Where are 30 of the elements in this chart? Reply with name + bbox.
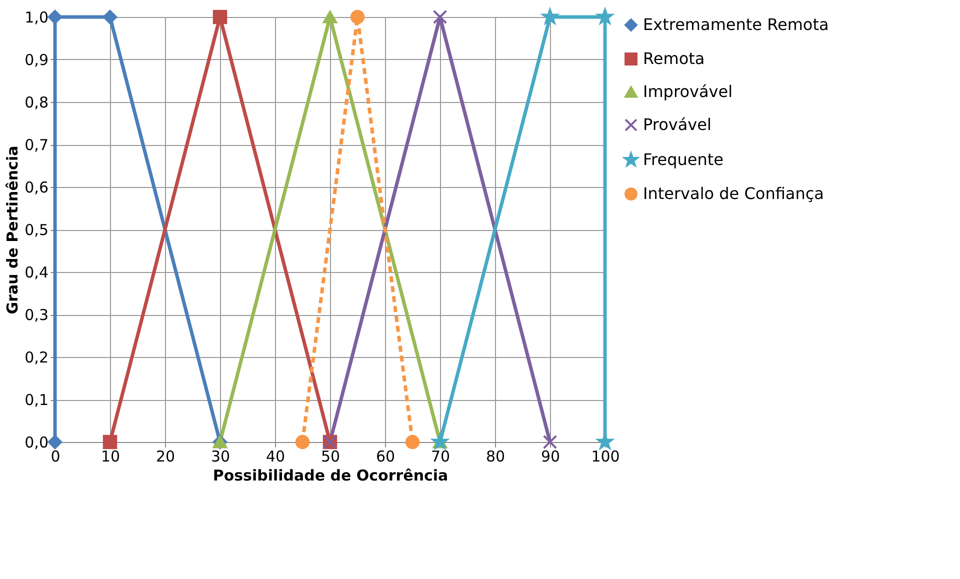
y-axis-title: Grau de Pertinência bbox=[4, 146, 22, 314]
x-tick-label: 30 bbox=[210, 448, 230, 466]
x-tick-label: 80 bbox=[486, 448, 506, 466]
y-tick-label: 0,7 bbox=[24, 136, 48, 154]
x-tick-label: 70 bbox=[430, 448, 450, 466]
x-tick-label: 20 bbox=[156, 448, 176, 466]
legend-label: Intervalo de Confiança bbox=[643, 184, 824, 203]
y-tick-label: 0,2 bbox=[24, 348, 48, 366]
y-tick-label: 1,0 bbox=[24, 8, 48, 26]
y-tick-label: 0,8 bbox=[24, 94, 48, 112]
legend-label: Frequente bbox=[643, 150, 724, 169]
y-tick-label: 0,1 bbox=[24, 391, 48, 409]
x-tick-label: 90 bbox=[540, 448, 560, 466]
y-tick-label: 0,0 bbox=[24, 434, 48, 452]
x-tick-label: 10 bbox=[100, 448, 120, 466]
y-tick-label: 0,9 bbox=[24, 51, 48, 69]
x-tick-label: 60 bbox=[376, 448, 396, 466]
legend-label: Improvável bbox=[643, 82, 733, 101]
legend-label: Provável bbox=[643, 115, 712, 134]
x-tick-label: 100 bbox=[591, 448, 620, 466]
x-axis-title: Possibilidade de Ocorrência bbox=[212, 466, 448, 484]
y-tick-label: 0,5 bbox=[24, 221, 48, 239]
x-tick-label: 0 bbox=[50, 448, 60, 466]
legend-label: Extremamente Remota bbox=[643, 15, 829, 34]
y-tick-label: 0,4 bbox=[24, 264, 48, 282]
legend-label: Remota bbox=[643, 49, 705, 68]
y-tick-label: 0,3 bbox=[24, 306, 48, 324]
y-tick-label: 0,6 bbox=[24, 178, 48, 196]
x-tick-label: 50 bbox=[320, 448, 340, 466]
x-tick-label: 40 bbox=[266, 448, 286, 466]
